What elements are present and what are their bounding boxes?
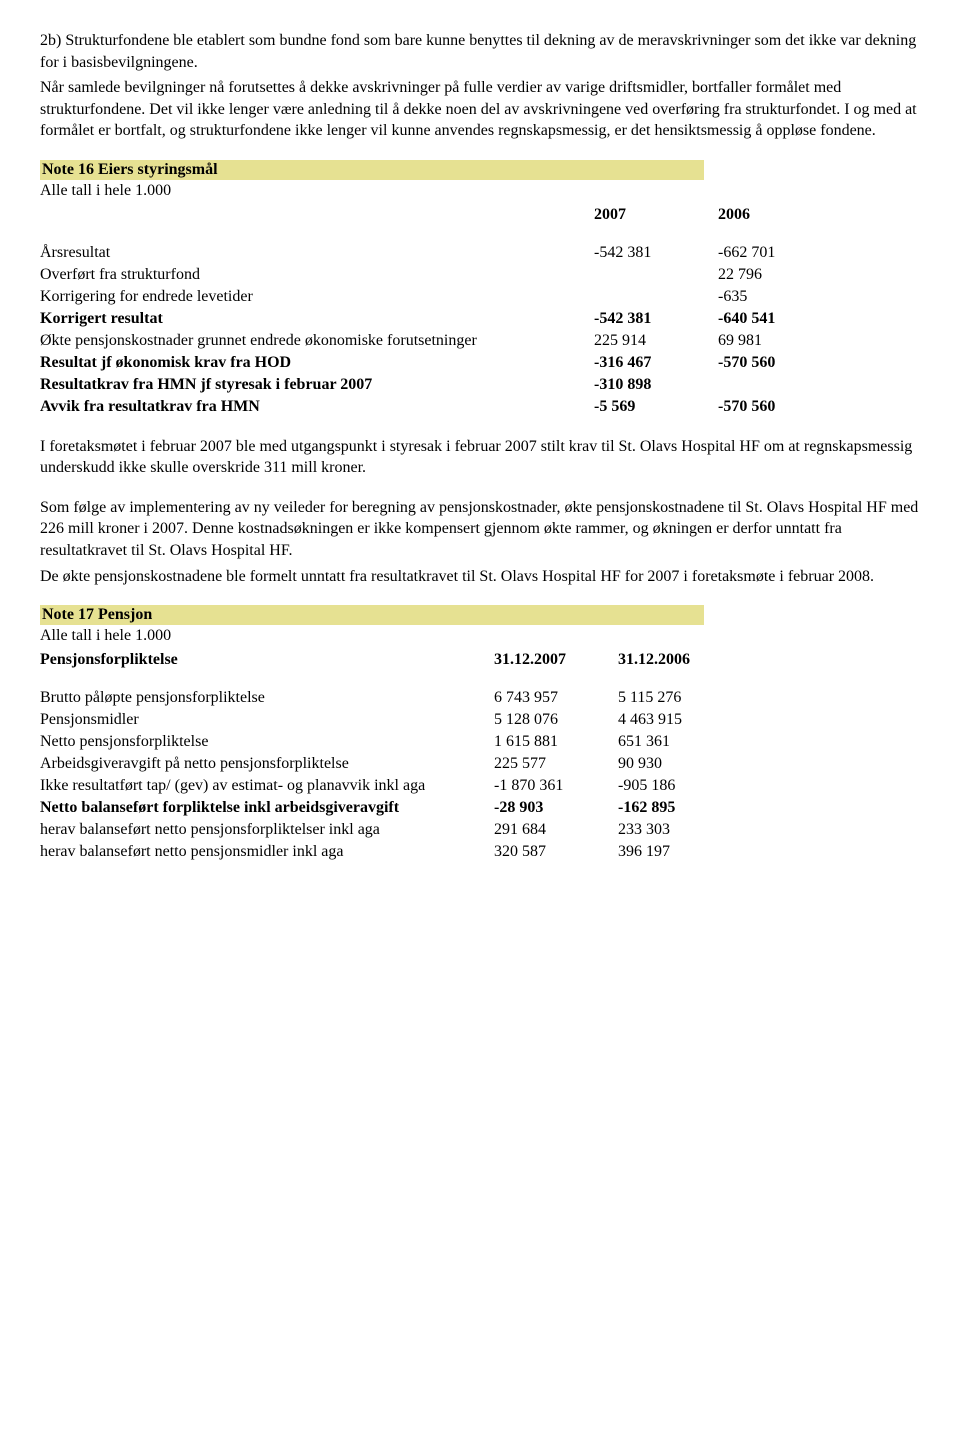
row-label: Økte pensjonskostnader grunnet endrede ø…: [40, 330, 584, 352]
table-row: Arbeidsgiveravgift på netto pensjonsforp…: [40, 753, 732, 775]
row-label: Korrigert resultat: [40, 308, 584, 330]
row-label: Pensjonsmidler: [40, 709, 484, 731]
row-value-1: -310 898: [584, 374, 708, 396]
row-value-1: 320 587: [484, 841, 608, 863]
row-label: Netto balanseført forpliktelse inkl arbe…: [40, 797, 484, 819]
note17-header-c1: 31.12.2007: [484, 649, 608, 671]
row-label: Resultatkrav fra HMN jf styresak i febru…: [40, 374, 584, 396]
table-row: Korrigering for endrede levetider -635: [40, 286, 832, 308]
note16-year-row: 2007 2006: [40, 204, 832, 226]
note17-header-row: Pensjonsforpliktelse 31.12.2007 31.12.20…: [40, 649, 732, 671]
table-row: Overført fra strukturfond 22 796: [40, 264, 832, 286]
note16-heading: Note 16 Eiers styringsmål: [40, 160, 704, 180]
row-label: herav balanseført netto pensjonsmidler i…: [40, 841, 484, 863]
note17-header-label: Pensjonsforpliktelse: [40, 649, 484, 671]
row-value-2: -162 895: [608, 797, 732, 819]
row-value-1: -542 381: [584, 242, 708, 264]
row-value-2: 396 197: [608, 841, 732, 863]
note16-after2: Som følge av implementering av ny veiled…: [40, 497, 920, 587]
row-value-1: [584, 264, 708, 286]
row-value-2: 5 115 276: [608, 687, 732, 709]
table-row: Pensjonsmidler5 128 0764 463 915: [40, 709, 732, 731]
row-value-2: -662 701: [708, 242, 832, 264]
note16-after-p3: De økte pensjonskostnadene ble formelt u…: [40, 566, 920, 588]
row-label: Avvik fra resultatkrav fra HMN: [40, 396, 584, 418]
row-value-1: 291 684: [484, 819, 608, 841]
row-value-2: [708, 374, 832, 396]
note16-subline: Alle tall i hele 1.000: [40, 180, 920, 202]
note16-table: 2007 2006 Årsresultat-542 381-662 701Ove…: [40, 204, 832, 418]
row-value-1: 225 914: [584, 330, 708, 352]
row-value-1: 1 615 881: [484, 731, 608, 753]
row-value-2: 90 930: [608, 753, 732, 775]
note17-subline: Alle tall i hele 1.000: [40, 625, 920, 647]
row-label: herav balanseført netto pensjonsforplikt…: [40, 819, 484, 841]
note17-header-c2: 31.12.2006: [608, 649, 732, 671]
row-value-1: 6 743 957: [484, 687, 608, 709]
row-value-1: 225 577: [484, 753, 608, 775]
table-row: Brutto påløpte pensjonsforpliktelse6 743…: [40, 687, 732, 709]
note16-after-p1: I foretaksmøtet i februar 2007 ble med u…: [40, 436, 920, 479]
table-row: herav balanseført netto pensjonsforplikt…: [40, 819, 732, 841]
row-value-1: 5 128 076: [484, 709, 608, 731]
table-row: Økte pensjonskostnader grunnet endrede ø…: [40, 330, 832, 352]
table-row: Resultat jf økonomisk krav fra HOD-316 4…: [40, 352, 832, 374]
intro-p1: 2b) Strukturfondene ble etablert som bun…: [40, 30, 920, 73]
row-value-2: -570 560: [708, 396, 832, 418]
row-value-1: -316 467: [584, 352, 708, 374]
row-label: Arbeidsgiveravgift på netto pensjonsforp…: [40, 753, 484, 775]
row-value-1: -28 903: [484, 797, 608, 819]
row-value-1: [584, 286, 708, 308]
row-value-2: 4 463 915: [608, 709, 732, 731]
row-value-1: -5 569: [584, 396, 708, 418]
row-value-2: 22 796: [708, 264, 832, 286]
note16-after-p2: Som følge av implementering av ny veiled…: [40, 497, 920, 562]
row-label: Årsresultat: [40, 242, 584, 264]
table-row: Netto pensjonsforpliktelse1 615 881651 3…: [40, 731, 732, 753]
table-row: Avvik fra resultatkrav fra HMN-5 569-570…: [40, 396, 832, 418]
table-row: Resultatkrav fra HMN jf styresak i febru…: [40, 374, 832, 396]
row-value-2: -640 541: [708, 308, 832, 330]
note16-after: I foretaksmøtet i februar 2007 ble med u…: [40, 436, 920, 479]
row-value-2: 651 361: [608, 731, 732, 753]
table-row: Netto balanseført forpliktelse inkl arbe…: [40, 797, 732, 819]
note16-year2: 2006: [708, 204, 832, 226]
intro-p2: Når samlede bevilgninger nå forutsettes …: [40, 77, 920, 142]
row-value-2: -570 560: [708, 352, 832, 374]
table-row: herav balanseført netto pensjonsmidler i…: [40, 841, 732, 863]
note17-table: Pensjonsforpliktelse 31.12.2007 31.12.20…: [40, 649, 732, 863]
table-row: Korrigert resultat-542 381-640 541: [40, 308, 832, 330]
row-label: Brutto påløpte pensjonsforpliktelse: [40, 687, 484, 709]
table-row: Årsresultat-542 381-662 701: [40, 242, 832, 264]
table-row: Ikke resultatført tap/ (gev) av estimat-…: [40, 775, 732, 797]
row-value-2: 233 303: [608, 819, 732, 841]
row-value-1: -542 381: [584, 308, 708, 330]
row-label: Ikke resultatført tap/ (gev) av estimat-…: [40, 775, 484, 797]
row-value-2: -635: [708, 286, 832, 308]
row-label: Resultat jf økonomisk krav fra HOD: [40, 352, 584, 374]
row-label: Overført fra strukturfond: [40, 264, 584, 286]
row-value-2: 69 981: [708, 330, 832, 352]
row-value-1: -1 870 361: [484, 775, 608, 797]
note16-year1: 2007: [584, 204, 708, 226]
row-label: Korrigering for endrede levetider: [40, 286, 584, 308]
row-value-2: -905 186: [608, 775, 732, 797]
row-label: Netto pensjonsforpliktelse: [40, 731, 484, 753]
intro-block: 2b) Strukturfondene ble etablert som bun…: [40, 30, 920, 142]
note17-heading: Note 17 Pensjon: [40, 605, 704, 625]
